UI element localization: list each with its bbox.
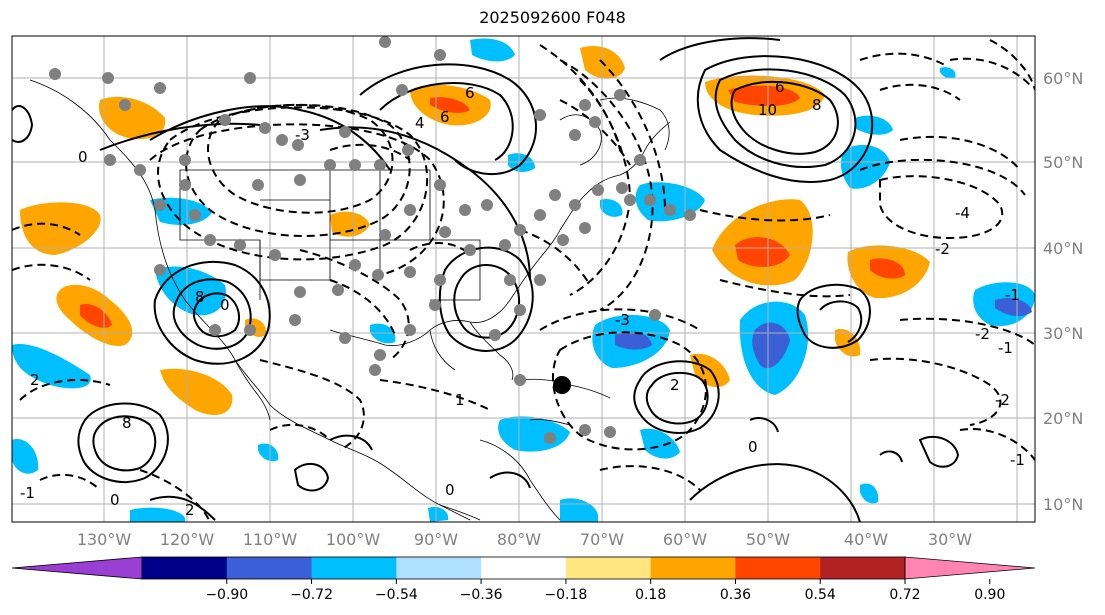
contour-label: -2 [935,240,950,258]
latitude-label: 30°N [1043,324,1083,343]
contour-label: 1 [455,391,465,409]
colorbar-tick-label: 0.36 [720,587,751,603]
longitude-axis: 130°W 120°W 110°W 100°W 90°W 80°W 70°W 6… [77,530,972,549]
contour-label: 8 [195,288,205,306]
colorbar: −0.90 −0.72 −0.54 −0.36 −0.18 0.18 0.36 0.54 0.7… [11,556,1036,603]
longitude-label: 50°W [746,530,790,549]
longitude-label: 130°W [77,530,132,549]
colorbar-tick-label: −0.18 [544,587,587,603]
station-markers [49,36,696,444]
contour-label: 10 [758,101,777,119]
colorbar-outline [141,556,906,580]
colorbar-tick-label: −0.36 [460,587,503,603]
colorbar-segment [650,557,736,579]
contour-label: 0 [445,481,455,499]
colorbar-segment [226,557,313,579]
contour-label: 2 [185,501,195,519]
map-title: 2025092600 F048 [479,8,626,27]
colorbar-extend-low [11,556,143,580]
contour-label: -3 [615,311,630,329]
contour-label: 8 [812,96,822,114]
colorbar-segment [311,557,397,579]
dashed-contours [12,39,1035,522]
latitude-label: 20°N [1043,409,1083,428]
colorbar-extend-high [904,556,1036,580]
colorbar-tick-label: 0.54 [805,587,836,603]
contour-label: 6 [440,108,450,126]
solid-contours [12,37,960,522]
latitude-axis: 60°N 50°N 40°N 30°N 20°N 10°N [1043,69,1083,514]
contour-labels: 6 10 8 6 6 -3 -4 -2 -1 -2 -1 -2 -1 -3 2 … [20,78,1025,519]
latitude-label: 10°N [1043,495,1083,514]
contour-label: -1 [1005,286,1020,304]
contour-label: 0 [78,148,88,166]
contour-label: 2 [670,376,680,394]
map-frame [11,35,1036,523]
contour-label: 2 [30,371,40,389]
contour-label: 8 [122,414,132,432]
colorbar-segment [396,557,482,579]
contour-label: -2 [975,325,990,343]
longitude-label: 120°W [160,530,215,549]
colorbar-segment [820,557,906,579]
longitude-label: 100°W [326,530,381,549]
shaded-anomaly-areas [12,38,1035,522]
contour-label: -4 [955,204,970,222]
colorbar-tick-label: 0.72 [889,587,920,603]
latitude-label: 50°N [1043,153,1083,172]
contour-label: 4 [415,114,425,132]
longitude-label: 110°W [243,530,298,549]
longitude-label: 80°W [497,530,541,549]
coastlines [29,79,671,521]
latitude-label: 40°N [1043,239,1083,258]
contour-label: 0 [748,438,758,456]
contour-label: 6 [775,78,785,96]
colorbar-tick-label: −0.90 [205,587,248,603]
colorbar-segment [735,557,821,579]
contour-label: 0 [110,491,120,509]
contour-label: -3 [295,126,310,144]
contour-label: -1 [998,339,1013,357]
longitude-label: 30°W [928,530,972,549]
longitude-label: 90°W [414,530,458,549]
colorbar-tick-label: 0.90 [974,587,1005,603]
colorbar-tick-label: 0.18 [635,587,666,603]
longitude-label: 70°W [580,530,624,549]
colorbar-segment [481,557,567,579]
colorbar-tick-label: −0.54 [375,587,418,603]
contour-label: 0 [220,296,230,314]
colorbar-segment [142,557,228,579]
contour-label: -1 [1010,451,1025,469]
latitude-label: 60°N [1043,69,1083,88]
contour-label: -1 [20,484,35,502]
longitude-label: 40°W [844,530,888,549]
contour-label: -2 [995,391,1010,409]
cyclone-center-marker [553,376,571,394]
contour-label: 6 [465,84,475,102]
colorbar-tick-label: −0.72 [290,587,333,603]
colorbar-segment [565,557,652,579]
longitude-label: 60°W [663,530,707,549]
